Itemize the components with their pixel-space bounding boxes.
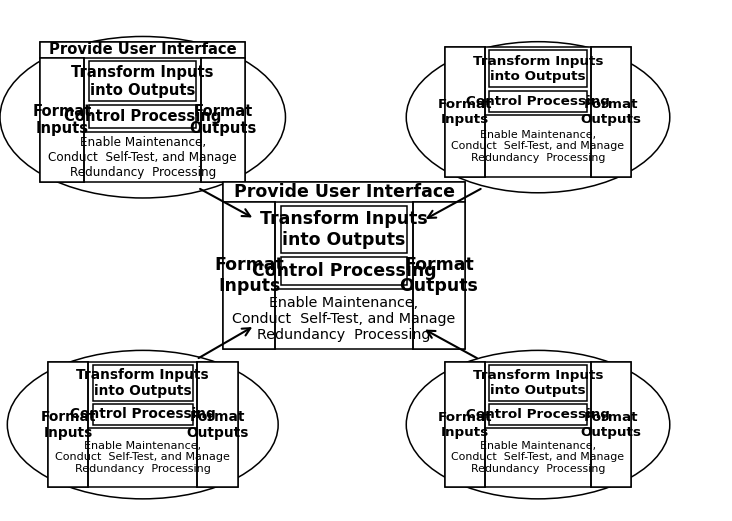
Ellipse shape bbox=[7, 351, 278, 499]
Text: Format
Inputs: Format Inputs bbox=[33, 104, 92, 137]
Bar bbox=[89, 61, 196, 102]
Text: Transform Inputs
into Outputs: Transform Inputs into Outputs bbox=[76, 368, 209, 398]
Text: Control Processing: Control Processing bbox=[466, 408, 610, 421]
Bar bbox=[591, 362, 631, 487]
Bar bbox=[223, 202, 275, 349]
Bar bbox=[280, 206, 408, 253]
Text: Enable Maintenance,
Conduct  Self-Test, and Manage
Redundancy  Processing: Enable Maintenance, Conduct Self-Test, a… bbox=[452, 441, 624, 474]
Text: Format
Outputs: Format Outputs bbox=[400, 256, 478, 295]
Text: Format
Outputs: Format Outputs bbox=[580, 411, 642, 439]
Text: Format
Inputs: Format Inputs bbox=[40, 410, 96, 440]
Bar bbox=[489, 91, 587, 112]
Bar bbox=[48, 362, 238, 487]
Bar bbox=[280, 257, 408, 285]
Bar bbox=[201, 58, 245, 182]
Bar bbox=[413, 202, 465, 349]
Text: Format
Inputs: Format Inputs bbox=[438, 411, 492, 439]
Bar bbox=[93, 404, 193, 425]
Text: Enable Maintenance,
Conduct  Self-Test, and Manage
Redundancy  Processing: Enable Maintenance, Conduct Self-Test, a… bbox=[233, 296, 455, 342]
Bar bbox=[223, 182, 465, 202]
Bar bbox=[444, 47, 631, 177]
Text: Transform Inputs
into Outputs: Transform Inputs into Outputs bbox=[473, 55, 603, 83]
Bar bbox=[40, 58, 84, 182]
Bar bbox=[197, 362, 238, 487]
Text: Format
Inputs: Format Inputs bbox=[438, 98, 492, 126]
Ellipse shape bbox=[406, 351, 670, 499]
Bar bbox=[89, 105, 196, 128]
Text: Control Processing: Control Processing bbox=[466, 95, 610, 108]
Bar bbox=[489, 50, 587, 87]
Text: Provide User Interface: Provide User Interface bbox=[49, 42, 236, 57]
Text: Format
Inputs: Format Inputs bbox=[214, 256, 284, 295]
Bar bbox=[444, 362, 485, 487]
Ellipse shape bbox=[0, 36, 285, 198]
Bar bbox=[40, 42, 245, 58]
Text: Control Processing: Control Processing bbox=[70, 407, 216, 421]
Text: Enable Maintenance,
Conduct  Self-Test, and Manage
Redundancy  Processing: Enable Maintenance, Conduct Self-Test, a… bbox=[452, 130, 624, 163]
Bar bbox=[444, 47, 485, 177]
Bar bbox=[444, 362, 631, 487]
Bar bbox=[48, 362, 89, 487]
Text: Enable Maintenance,
Conduct  Self-Test, and Manage
Redundancy  Processing: Enable Maintenance, Conduct Self-Test, a… bbox=[56, 441, 230, 474]
Text: Enable Maintenance,
Conduct  Self-Test, and Manage
Redundancy  Processing: Enable Maintenance, Conduct Self-Test, a… bbox=[48, 135, 237, 179]
Ellipse shape bbox=[406, 42, 670, 193]
Text: Transform Inputs
into Outputs: Transform Inputs into Outputs bbox=[72, 65, 214, 97]
Bar bbox=[489, 404, 587, 425]
Text: Control Processing: Control Processing bbox=[252, 262, 436, 280]
Bar bbox=[489, 365, 587, 401]
Text: Transform Inputs
into Outputs: Transform Inputs into Outputs bbox=[260, 210, 428, 249]
Text: Transform Inputs
into Outputs: Transform Inputs into Outputs bbox=[473, 369, 603, 397]
Text: Format
Outputs: Format Outputs bbox=[580, 98, 642, 126]
Text: Control Processing: Control Processing bbox=[64, 109, 221, 124]
Bar bbox=[40, 42, 245, 182]
Bar bbox=[223, 182, 465, 349]
Text: Format
Outputs: Format Outputs bbox=[190, 104, 257, 137]
Text: Format
Outputs: Format Outputs bbox=[186, 410, 249, 440]
Bar bbox=[93, 365, 193, 401]
Text: Provide User Interface: Provide User Interface bbox=[234, 183, 455, 201]
Bar bbox=[591, 47, 631, 177]
